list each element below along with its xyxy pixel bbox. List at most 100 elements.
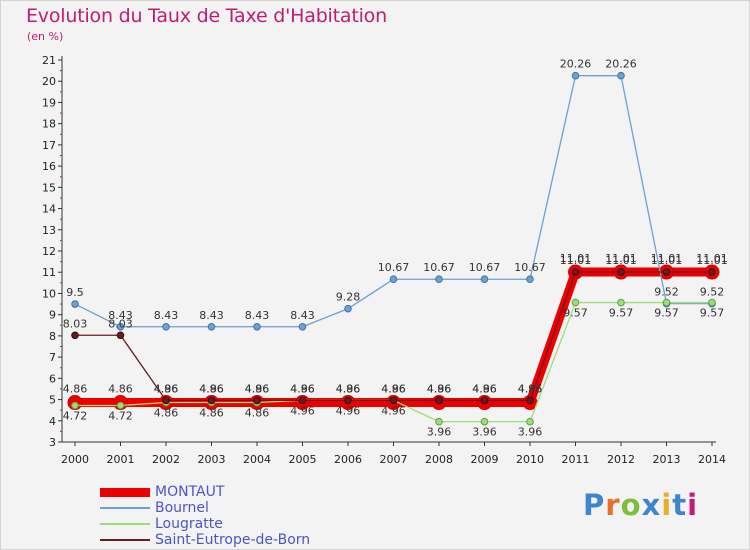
data-label: 10.67 xyxy=(378,261,410,274)
data-label: 4.86 xyxy=(154,407,179,420)
data-point xyxy=(708,298,716,307)
data-label: 4.86 xyxy=(108,383,133,396)
data-point xyxy=(617,298,625,307)
logo-letter: r xyxy=(605,488,621,522)
data-label: 4.86 xyxy=(245,407,270,420)
x-tick-label: 2012 xyxy=(607,453,635,466)
data-label: 4.86 xyxy=(199,407,224,420)
y-tick-label: 13 xyxy=(42,224,56,237)
data-point xyxy=(116,401,125,410)
x-tick-label: 2006 xyxy=(334,453,362,466)
data-point xyxy=(298,396,307,405)
data-label: 4.96 xyxy=(154,382,179,395)
x-tick-label: 2002 xyxy=(152,453,180,466)
series-line-3 xyxy=(75,271,712,402)
data-label: 11.01 xyxy=(560,252,592,265)
data-label: 4.86 xyxy=(518,383,543,396)
y-tick-label: 3 xyxy=(49,436,56,449)
data-label: 4.96 xyxy=(290,404,315,417)
data-label: 4.86 xyxy=(290,383,315,396)
y-tick-label: 11 xyxy=(42,266,56,279)
data-point xyxy=(480,275,489,284)
data-point xyxy=(298,322,307,331)
data-point xyxy=(71,331,79,340)
data-label: 4.96 xyxy=(245,382,270,395)
data-label: 10.67 xyxy=(469,261,501,274)
x-tick-label: 2013 xyxy=(653,453,681,466)
x-tick-label: 2010 xyxy=(516,453,544,466)
legend-swatch xyxy=(100,523,150,525)
data-label: 4.96 xyxy=(381,404,406,417)
y-tick-label: 9 xyxy=(49,309,56,322)
data-point xyxy=(71,300,79,308)
data-label: 9.57 xyxy=(563,307,588,320)
data-label: 4.96 xyxy=(199,382,224,395)
data-point xyxy=(526,396,534,405)
data-point xyxy=(435,275,443,284)
data-label: 4.86 xyxy=(154,383,179,396)
y-tick-label: 7 xyxy=(49,351,56,364)
data-label: 11.01 xyxy=(696,252,728,265)
data-label: 9.5 xyxy=(66,286,84,299)
data-label: 4.96 xyxy=(336,382,361,395)
y-tick-label: 14 xyxy=(42,203,56,216)
series-line-1 xyxy=(74,75,712,328)
data-label: 9.57 xyxy=(654,307,679,320)
data-label: 8.03 xyxy=(108,317,133,330)
data-label: 4.96 xyxy=(381,382,406,395)
y-tick-label: 16 xyxy=(42,160,56,173)
y-tick-label: 15 xyxy=(42,181,56,194)
logo-letter: P xyxy=(583,488,606,522)
y-tick-label: 10 xyxy=(42,287,56,300)
x-tick-label: 2007 xyxy=(380,453,408,466)
y-tick-label: 6 xyxy=(49,372,56,385)
y-tick-label: 18 xyxy=(42,118,56,131)
legend-label: Bournel xyxy=(155,500,209,516)
data-point xyxy=(571,298,580,307)
data-point xyxy=(571,71,580,80)
data-point xyxy=(116,322,125,331)
data-point xyxy=(526,417,534,426)
data-label: 4.86 xyxy=(381,383,406,396)
data-label: 4.96 xyxy=(336,404,361,417)
logo-letter: i xyxy=(661,488,673,522)
legend-swatch xyxy=(100,539,150,541)
legend-label: MONTAUT xyxy=(155,484,225,500)
data-point xyxy=(435,396,443,405)
legend-swatch xyxy=(100,507,150,509)
data-point xyxy=(617,268,625,276)
data-point xyxy=(526,275,534,284)
data-label: 11.01 xyxy=(651,254,683,267)
data-label: 4.96 xyxy=(518,382,543,395)
data-label: 9.57 xyxy=(700,307,725,320)
x-tick-label: 2000 xyxy=(61,453,89,466)
x-tick-label: 2004 xyxy=(243,453,271,466)
data-label: 20.26 xyxy=(560,58,592,71)
data-label: 10.67 xyxy=(514,261,546,274)
data-label: 4.96 xyxy=(427,382,452,395)
proxiti-logo[interactable]: Proxiti xyxy=(583,488,698,522)
data-label: 8.43 xyxy=(245,309,270,322)
data-label: 4.96 xyxy=(472,382,497,395)
data-point xyxy=(480,417,489,426)
logo-letter: i xyxy=(687,488,699,522)
data-label: 20.26 xyxy=(605,58,637,71)
y-tick-label: 5 xyxy=(49,394,56,407)
x-tick-label: 2008 xyxy=(425,453,453,466)
y-tick-label: 19 xyxy=(42,96,56,109)
data-label: 8.43 xyxy=(290,309,315,322)
data-label: 4.86 xyxy=(63,383,88,396)
x-tick-label: 2009 xyxy=(471,453,499,466)
data-label: 9.28 xyxy=(336,291,361,304)
logo-letter: t xyxy=(672,488,688,522)
data-label: 11.01 xyxy=(696,254,728,267)
data-label: 10.67 xyxy=(423,261,455,274)
data-label: 11.01 xyxy=(651,252,683,265)
x-tick-label: 2003 xyxy=(198,453,226,466)
data-point xyxy=(253,322,261,331)
data-point xyxy=(617,71,625,80)
data-label: 11.01 xyxy=(605,252,637,265)
data-point xyxy=(344,396,352,405)
chart-title: Evolution du Taux de Taxe d'Habitation xyxy=(26,5,387,27)
